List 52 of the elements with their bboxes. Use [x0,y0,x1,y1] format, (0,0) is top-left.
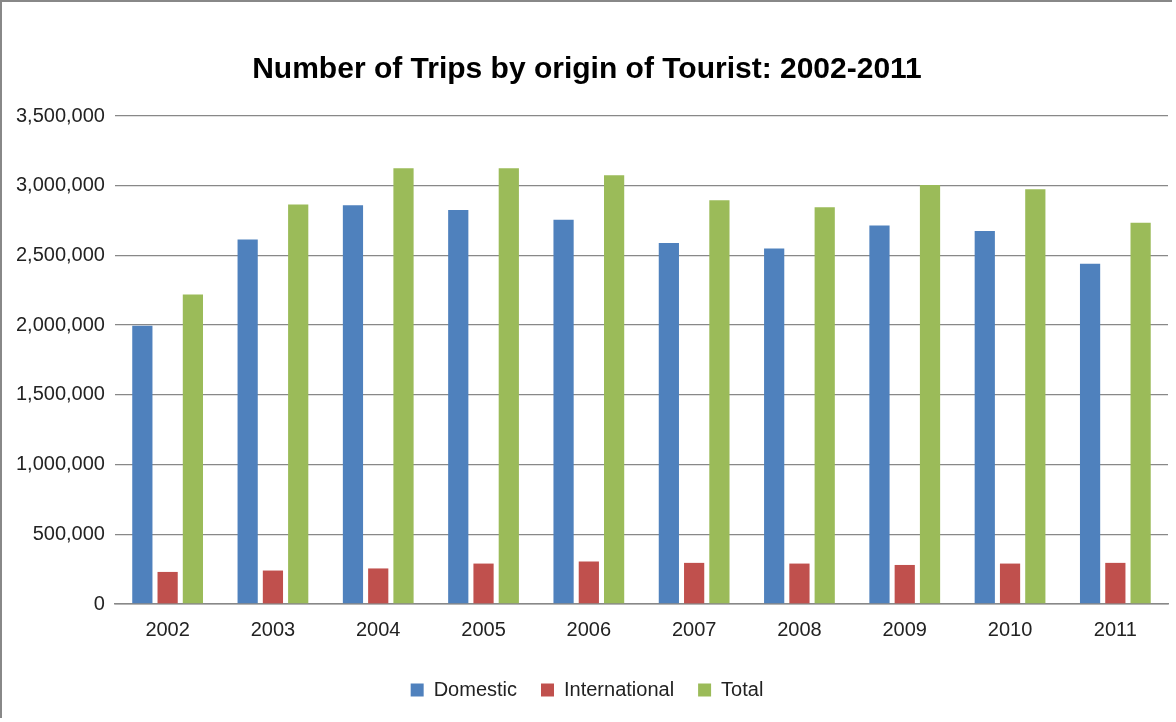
x-tick-label: 2008 [777,617,822,640]
legend-label: International [564,677,675,700]
bar [869,225,890,604]
x-tick-label: 2011 [1093,617,1137,640]
x-tick-label: 2009 [882,617,927,640]
bar [237,239,258,604]
bar [1130,222,1151,604]
y-tick-label: 0 [93,591,105,614]
x-tick-label: 2002 [145,617,190,640]
y-tick-label: 3,000,000 [15,173,105,196]
bar [1079,263,1101,604]
y-tick-label: 500,000 [32,521,105,544]
bar [182,294,204,604]
legend-label: Domestic [433,677,518,700]
bar [604,175,625,604]
bar [814,207,835,604]
bar [709,200,730,604]
y-tick-label: 1,500,000 [15,382,105,405]
bar [498,168,519,604]
bar [999,563,1021,604]
bar [1105,562,1126,604]
bar [157,571,178,604]
legend-label: Total [721,677,764,700]
bar [473,563,494,604]
x-tick-label: 2003 [250,617,296,640]
bar [262,570,284,604]
bar [658,242,679,604]
bar [578,561,599,604]
bar [974,231,995,604]
x-tick-label: 2006 [566,617,612,640]
bar [764,248,785,604]
y-tick-label: 3,500,000 [15,103,105,126]
x-tick-label: 2004 [355,617,401,640]
bar [132,325,153,604]
chart-title: Number of Trips by origin of Tourist: 2002-2011 [252,51,922,85]
bar [789,563,810,604]
y-tick-label: 1,000,000 [15,452,105,475]
y-tick-label: 2,500,000 [15,242,105,265]
bar [1025,189,1046,604]
y-tick-label: 2,000,000 [15,312,105,335]
bar [448,210,469,604]
bar [684,562,705,604]
bar [894,564,915,604]
bar [288,204,309,604]
bar [553,219,574,604]
x-tick-label: 2007 [671,617,717,640]
x-tick-label: 2005 [461,617,506,640]
bar [919,185,941,604]
bar [368,568,389,604]
bar [393,168,414,604]
bar [342,205,364,604]
x-tick-label: 2010 [987,617,1033,640]
